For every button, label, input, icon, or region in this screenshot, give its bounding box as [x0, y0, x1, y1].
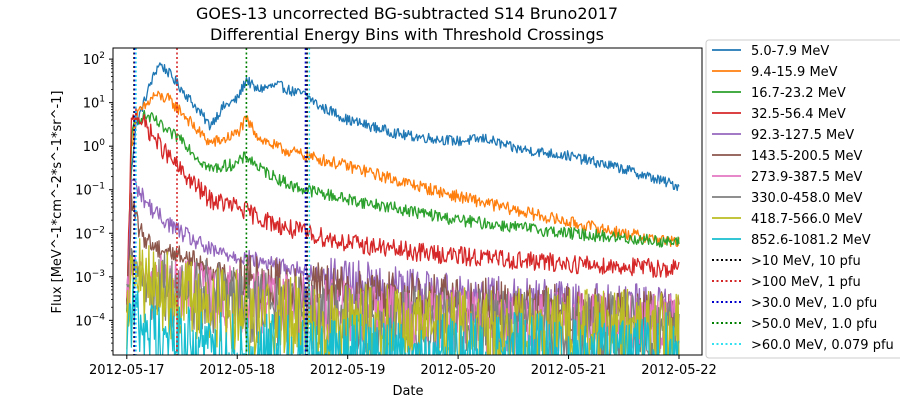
chart-title: GOES-13 uncorrected BG-subtracted S14 Br…: [196, 4, 618, 23]
y-tick-label: 10−1: [75, 182, 105, 199]
chart-subtitle: Differential Energy Bins with Threshold …: [210, 25, 604, 44]
legend-label: >30.0 MeV, 1.0 pfu: [751, 296, 877, 311]
x-axis-label: Date: [392, 384, 423, 399]
x-tick-label: 2012-05-19: [310, 363, 386, 378]
legend-label: >100 MeV, 1 pfu: [751, 275, 861, 290]
series-line: [126, 109, 680, 312]
legend-label: 5.0-7.9 MeV: [751, 44, 829, 59]
y-axis: 10−4 10−3 10−2 10−1 100 101 102: [75, 51, 113, 352]
series-line: [126, 90, 680, 313]
legend-frame: [705, 39, 900, 359]
y-tick-label: 102: [83, 51, 105, 68]
legend-label: 852.6-1081.2 MeV: [751, 233, 871, 248]
legend-label: >50.0 MeV, 1.0 pfu: [751, 317, 877, 332]
legend-label: 273.9-387.5 MeV: [751, 170, 862, 185]
legend-label: 330.0-458.0 MeV: [751, 191, 862, 206]
x-tick-label: 2012-05-17: [89, 363, 165, 378]
legend-label: 32.5-56.4 MeV: [751, 107, 846, 122]
series-layer: [126, 62, 680, 355]
series-line: [126, 277, 680, 355]
x-axis: 2012-05-17 2012-05-18 2012-05-19 2012-05-20…: [89, 355, 717, 378]
legend-label: 9.4-15.9 MeV: [751, 65, 838, 80]
legend-label: 16.7-23.2 MeV: [751, 86, 846, 101]
series-line: [126, 62, 680, 302]
plot-frame: [112, 47, 703, 356]
y-tick-label: 10−2: [75, 225, 105, 242]
legend-label: >10 MeV, 10 pfu: [751, 254, 861, 269]
series-line: [126, 107, 680, 305]
legend-label: 143.5-200.5 MeV: [751, 149, 862, 164]
x-tick-label: 2012-05-18: [199, 363, 275, 378]
x-tick-label: 2012-05-21: [531, 363, 607, 378]
y-tick-label: 10−4: [75, 312, 105, 329]
legend-label: 418.7-566.0 MeV: [751, 212, 862, 227]
x-tick-label: 2012-05-20: [420, 363, 496, 378]
threshold-layer: [133, 48, 311, 355]
y-tick-label: 101: [83, 95, 105, 112]
legend: 5.0-7.9 MeV 9.4-15.9 MeV 16.7-23.2 MeV 32.5…: [705, 39, 900, 359]
legend-label: >60.0 MeV, 0.079 pfu: [751, 338, 894, 353]
legend-label: 92.3-127.5 MeV: [751, 128, 854, 143]
y-axis-label: Flux [MeV^-1*cm^-2*s^-1*sr^-1]: [50, 90, 65, 313]
y-tick-label: 100: [83, 138, 106, 155]
y-tick-label: 10−3: [75, 269, 105, 286]
x-tick-label: 2012-05-22: [641, 363, 717, 378]
legend-items: 5.0-7.9 MeV 9.4-15.9 MeV 16.7-23.2 MeV 32.5…: [712, 44, 894, 353]
